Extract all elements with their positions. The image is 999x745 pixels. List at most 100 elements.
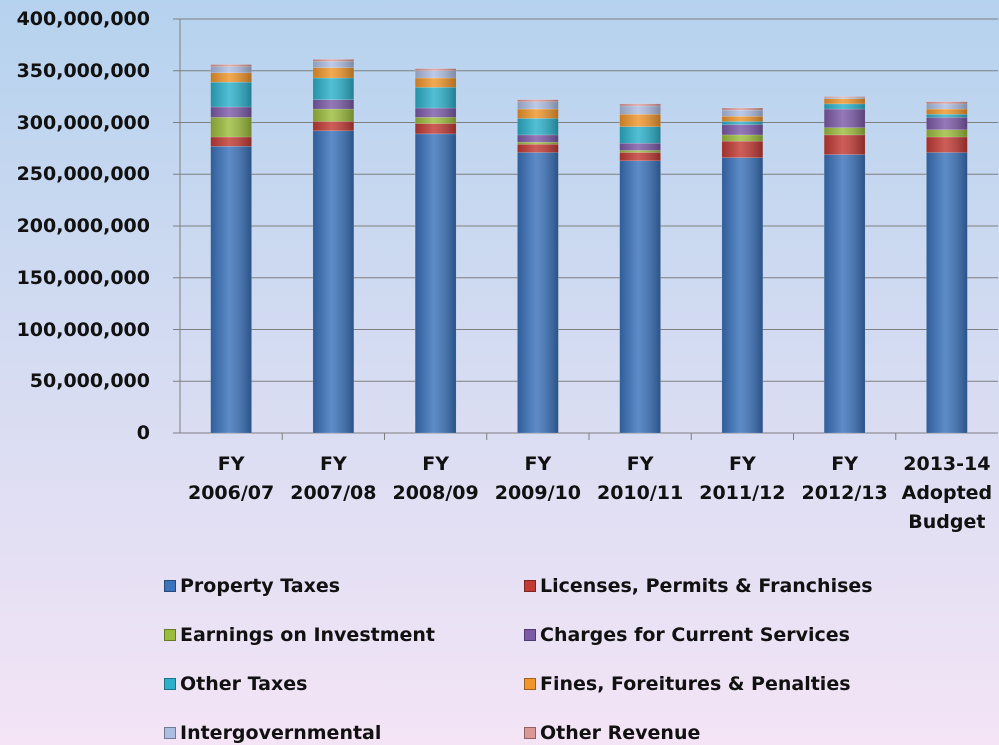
bar-shade bbox=[721, 110, 763, 117]
bar-shade bbox=[619, 143, 661, 151]
bar-shade bbox=[721, 108, 763, 111]
bar-shade bbox=[824, 96, 866, 98]
x-tick-label: FY 2006/07 bbox=[187, 453, 275, 504]
y-tick-label: 150,000,000 bbox=[16, 266, 150, 289]
bar-shade bbox=[210, 66, 252, 73]
bar-shade bbox=[824, 127, 866, 135]
legend-swatch bbox=[524, 580, 536, 592]
legend-swatch bbox=[164, 727, 176, 739]
legend-swatch bbox=[164, 580, 176, 592]
bar-shade bbox=[517, 142, 559, 145]
bar-shade bbox=[517, 152, 559, 433]
bar-shade bbox=[721, 134, 763, 142]
bar-shade bbox=[517, 118, 559, 135]
y-tick-label: 100,000,000 bbox=[16, 318, 150, 341]
bar-shade bbox=[415, 68, 457, 71]
legend-label: Earnings on Investment bbox=[180, 624, 436, 646]
legend-item: Other Taxes bbox=[164, 673, 307, 695]
bar-shade bbox=[619, 114, 661, 127]
bar-shade bbox=[415, 123, 457, 134]
x-tick-label: FY 2007/08 bbox=[290, 453, 377, 504]
legend-label: Other Taxes bbox=[180, 673, 308, 695]
legend-swatch bbox=[524, 727, 536, 739]
bar-shade bbox=[926, 152, 968, 433]
bar-shade bbox=[415, 77, 457, 88]
legend-item: Earnings on Investment bbox=[164, 624, 435, 646]
bar-shade bbox=[312, 77, 354, 100]
bar-shade bbox=[517, 99, 559, 102]
bar-shade bbox=[824, 134, 866, 155]
legend-item: Property Taxes bbox=[164, 575, 340, 597]
bar-shade bbox=[619, 160, 661, 434]
x-tick-label: FY 2009/10 bbox=[494, 453, 581, 504]
bar-shade bbox=[312, 121, 354, 131]
bar-shade bbox=[415, 117, 457, 124]
bar-shade bbox=[312, 59, 354, 62]
bar-shade bbox=[415, 133, 457, 433]
y-tick-label: 50,000,000 bbox=[29, 370, 150, 393]
legend-swatch bbox=[524, 629, 536, 641]
legend-label: Other Revenue bbox=[540, 722, 701, 744]
bar-shade bbox=[824, 98, 866, 104]
x-tick-label: FY 2011/12 bbox=[699, 453, 786, 504]
bar-shade bbox=[210, 82, 252, 107]
bar-shade bbox=[619, 126, 661, 144]
bar-shade bbox=[210, 106, 252, 118]
bar-shade bbox=[926, 109, 968, 115]
legend-label: Fines, Foreitures & Penalties bbox=[540, 673, 851, 695]
legend-label: Licenses, Permits & Franchises bbox=[540, 575, 873, 597]
bar-shade bbox=[517, 101, 559, 110]
bar-shade bbox=[824, 97, 866, 99]
bar-shade bbox=[926, 114, 968, 118]
bar-shade bbox=[517, 134, 559, 143]
legend-label: Intergovernmental bbox=[180, 722, 382, 744]
bar-shade bbox=[517, 144, 559, 153]
bar-shade bbox=[312, 130, 354, 433]
bar-shade bbox=[926, 117, 968, 130]
y-tick-label: 400,000,000 bbox=[16, 8, 150, 30]
legend-swatch bbox=[164, 629, 176, 641]
bar-shade bbox=[210, 72, 252, 83]
bar-shade bbox=[312, 99, 354, 110]
legend-label: Charges for Current Services bbox=[540, 624, 850, 646]
x-tick-label: FY 2010/11 bbox=[596, 453, 684, 504]
legend-item: Charges for Current Services bbox=[524, 624, 850, 646]
bar-shade bbox=[824, 109, 866, 128]
bar-shade bbox=[517, 109, 559, 119]
legend-swatch bbox=[164, 678, 176, 690]
y-tick-label: 300,000,000 bbox=[16, 111, 150, 134]
y-tick-label: 350,000,000 bbox=[16, 59, 150, 82]
legend-item: Fines, Foreitures & Penalties bbox=[524, 673, 851, 695]
bar-shade bbox=[721, 141, 763, 158]
bar-shade bbox=[312, 61, 354, 68]
legend-item: Licenses, Permits & Franchises bbox=[524, 575, 873, 597]
legend-item: Other Revenue bbox=[524, 722, 700, 744]
x-tick-label: FY 2012/13 bbox=[801, 453, 888, 504]
bar-shade bbox=[619, 103, 661, 106]
bar-shade bbox=[210, 117, 252, 137]
bar-shade bbox=[210, 146, 252, 433]
bar-shade bbox=[619, 105, 661, 115]
bar-shade bbox=[619, 152, 661, 161]
bar-shade bbox=[721, 157, 763, 433]
y-tick-label: 0 bbox=[136, 422, 150, 444]
x-tick-label: FY 2008/09 bbox=[392, 453, 479, 504]
bar-shade bbox=[824, 103, 866, 110]
bar-shade bbox=[415, 70, 457, 78]
legend-item: Intergovernmental bbox=[164, 722, 381, 744]
bar-shade bbox=[415, 87, 457, 109]
bar-shade bbox=[210, 64, 252, 67]
bar-shade bbox=[721, 124, 763, 135]
bar-shade bbox=[824, 154, 866, 433]
bar-shade bbox=[312, 67, 354, 78]
bar-shade bbox=[619, 150, 661, 153]
bar-shade bbox=[312, 109, 354, 122]
x-tick-label: 2013-14 Adopted Budget bbox=[901, 453, 993, 533]
y-tick-label: 250,000,000 bbox=[16, 163, 150, 186]
bar-shade bbox=[721, 116, 763, 122]
y-tick-label: 200,000,000 bbox=[16, 215, 150, 237]
bar-shade bbox=[926, 129, 968, 137]
bar-shade bbox=[926, 103, 968, 110]
